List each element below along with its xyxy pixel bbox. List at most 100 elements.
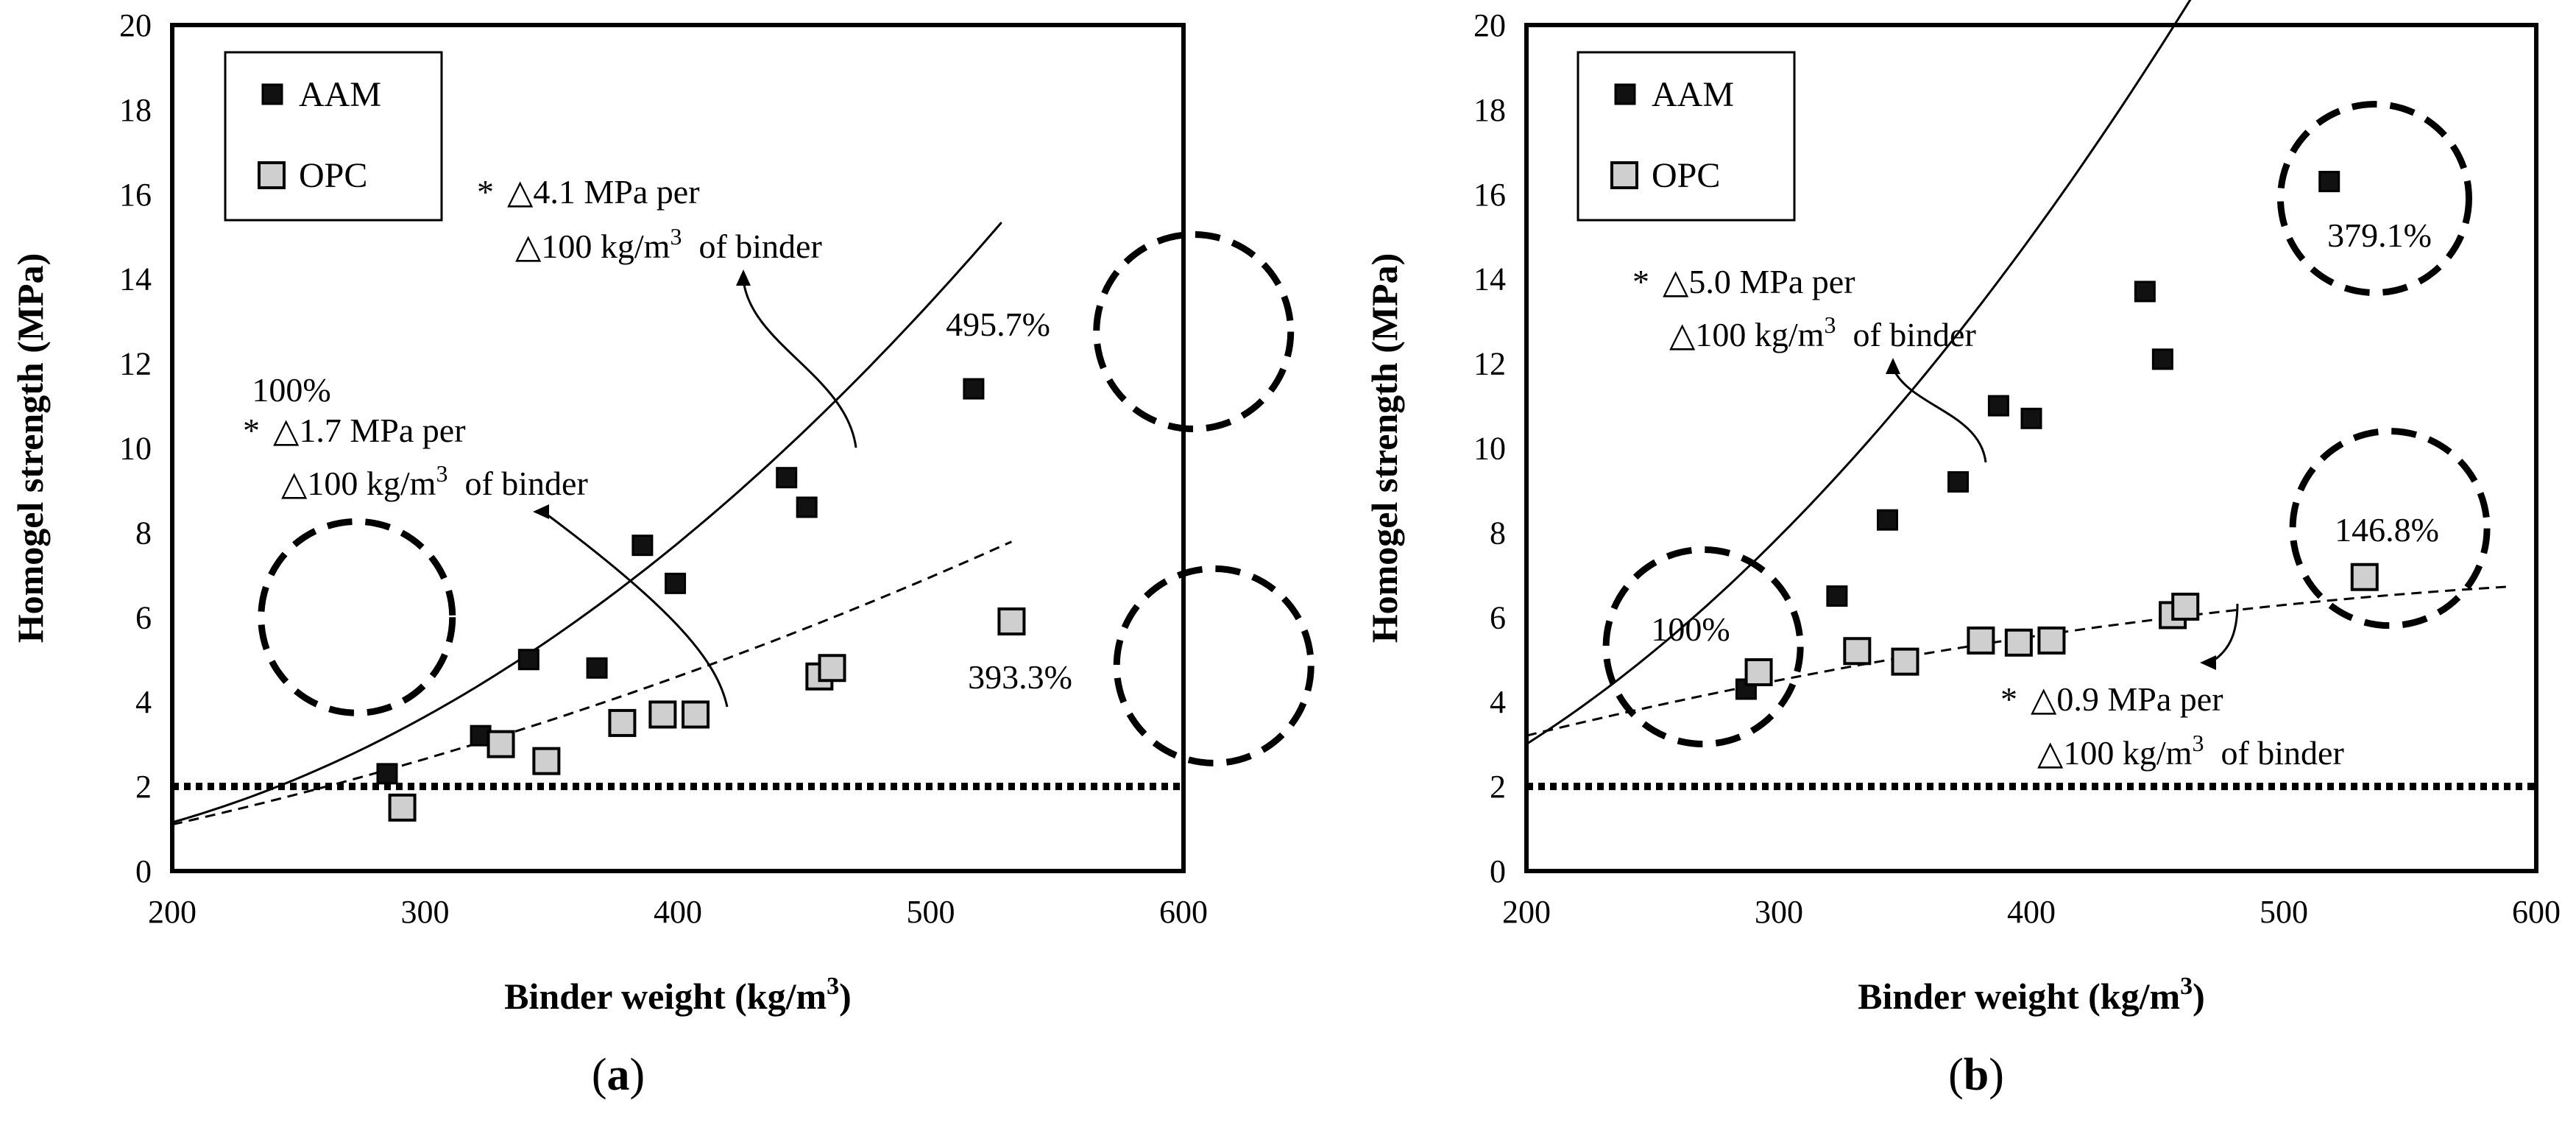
x-tick-label: 300 xyxy=(401,894,450,930)
trend-lines xyxy=(171,222,1013,826)
opc-data-point xyxy=(608,708,637,737)
aam-data-point xyxy=(1876,509,1898,531)
annotation-opc-rate: * △1.7 MPa per xyxy=(243,412,466,449)
annotation-opc-rate-unit: △100 kg/m3 of binder xyxy=(2037,730,2344,772)
percent-label-opc: 393.3% xyxy=(968,658,1072,696)
aam-data-point xyxy=(963,378,985,400)
x-tick-labels: 200 300 400 500 600 xyxy=(1502,894,2561,930)
percent-label-aam: 379.1% xyxy=(2327,216,2432,254)
annotation-arrow xyxy=(1892,367,1987,463)
opc-data-point xyxy=(1843,637,1872,666)
y-tick-label: 10 xyxy=(1473,431,1506,467)
y-axis-label: Homogel strength (MPa) xyxy=(1364,253,1405,644)
highlight-circle xyxy=(1093,231,1295,433)
highlight-circles xyxy=(1602,101,2491,748)
highlight-circle xyxy=(2276,101,2472,297)
highlight-circle xyxy=(2289,428,2491,630)
opc-data-point xyxy=(388,793,417,822)
arrow-head xyxy=(533,504,549,519)
legend-aam-label: AAM xyxy=(299,75,381,114)
y-tick-label: 20 xyxy=(119,7,152,43)
percent-label-aam: 495.7% xyxy=(946,306,1050,343)
annotation-arrows xyxy=(1886,358,2239,670)
annotation-aam-rate-unit: △100 kg/m3 of binder xyxy=(1669,311,1976,353)
percent-label-baseline: 100% xyxy=(252,371,330,409)
aam-data-point xyxy=(665,572,687,594)
aam-data-point xyxy=(2151,348,2173,370)
x-tick-label: 500 xyxy=(907,894,955,930)
aam-data-point xyxy=(1826,585,1848,607)
arrow-head xyxy=(1886,358,1900,374)
y-tick-label: 4 xyxy=(135,684,152,720)
y-tick-label: 0 xyxy=(135,853,152,889)
legend-opc-label: OPC xyxy=(299,156,367,195)
data-points xyxy=(1735,171,2379,700)
opc-trend-line xyxy=(171,540,1013,826)
y-tick-label: 18 xyxy=(119,92,152,128)
panel-label: (b) xyxy=(1948,1050,2004,1100)
opc-data-point xyxy=(648,700,677,729)
legend-opc-label: OPC xyxy=(1652,156,1720,195)
y-tick-label: 14 xyxy=(119,261,152,297)
legend-aam-marker xyxy=(261,83,283,105)
legend xyxy=(224,51,443,222)
legend-aam-marker xyxy=(1614,83,1636,105)
aam-data-point xyxy=(2134,281,2156,303)
panel-label: (a) xyxy=(592,1050,645,1100)
highlight-circle xyxy=(1113,565,1314,766)
aam-data-point xyxy=(586,657,608,679)
x-tick-label: 400 xyxy=(654,894,702,930)
y-tick-label: 6 xyxy=(135,599,152,635)
y-tick-label: 16 xyxy=(119,177,152,213)
legend-opc-marker xyxy=(258,161,286,189)
x-tick-label: 200 xyxy=(148,894,197,930)
aam-data-point xyxy=(376,763,398,785)
opc-data-point xyxy=(997,607,1026,636)
x-tick-label: 600 xyxy=(2512,894,2561,930)
x-tick-labels: 200 300 400 500 600 xyxy=(148,894,1208,930)
x-tick-label: 300 xyxy=(1755,894,1803,930)
opc-data-point xyxy=(1744,658,1773,686)
x-tick-label: 500 xyxy=(2260,894,2308,930)
y-tick-label: 20 xyxy=(1473,7,1506,43)
aam-data-point xyxy=(517,649,539,671)
x-tick-label: 400 xyxy=(2007,894,2056,930)
aam-trend-line xyxy=(171,222,1002,824)
annotation-aam-rate: * △5.0 MPa per xyxy=(1632,263,1855,300)
highlight-circle xyxy=(1602,546,1804,748)
opc-data-point xyxy=(1891,647,1919,676)
highlight-circles xyxy=(258,231,1314,766)
y-tick-label: 2 xyxy=(1490,769,1506,805)
y-tick-labels: 0 2 4 6 8 10 12 14 16 18 20 xyxy=(1473,7,1506,889)
annotation-opc-rate: * △0.9 MPa per xyxy=(2000,680,2223,718)
y-tick-label: 16 xyxy=(1473,177,1506,213)
opc-data-point xyxy=(2171,592,2200,621)
aam-trend-line xyxy=(1526,0,2192,745)
y-tick-label: 4 xyxy=(1490,684,1506,720)
y-tick-label: 6 xyxy=(1490,599,1506,635)
opc-data-point xyxy=(818,654,846,683)
opc-data-point xyxy=(1967,626,1995,655)
y-tick-label: 12 xyxy=(1473,346,1506,382)
y-tick-label: 8 xyxy=(1490,515,1506,551)
legend-opc-marker xyxy=(1610,161,1638,189)
aam-data-point xyxy=(796,496,818,518)
opc-data-point xyxy=(2037,626,2066,655)
y-tick-label: 0 xyxy=(1490,853,1506,889)
y-axis-label: Homogel strength (MPa) xyxy=(10,253,51,644)
opc-data-point xyxy=(682,700,710,729)
annotation-opc-rate-unit: △100 kg/m3 of binder xyxy=(281,460,588,502)
arrow-head xyxy=(2200,655,2216,670)
y-tick-label: 12 xyxy=(119,346,152,382)
data-points xyxy=(376,378,1026,822)
plot-frame xyxy=(1524,23,2538,873)
panel-b: 200 300 400 500 600 0 2 4 6 8 10 12 14 16 18 20 AAM OP… xyxy=(1364,0,2561,1100)
annotation-aam-rate-unit: △100 kg/m3 of binder xyxy=(515,223,822,265)
panel-a: 200 300 400 500 600 0 2 4 6 8 10 12 14 16 18 20 AAM OP… xyxy=(10,7,1314,1100)
legend xyxy=(1577,51,1796,222)
opc-data-point xyxy=(2350,563,2379,591)
aam-data-point xyxy=(631,535,654,557)
x-axis-label: Binder weight (kg/m3) xyxy=(1858,973,2205,1017)
y-tick-label: 8 xyxy=(135,515,152,551)
